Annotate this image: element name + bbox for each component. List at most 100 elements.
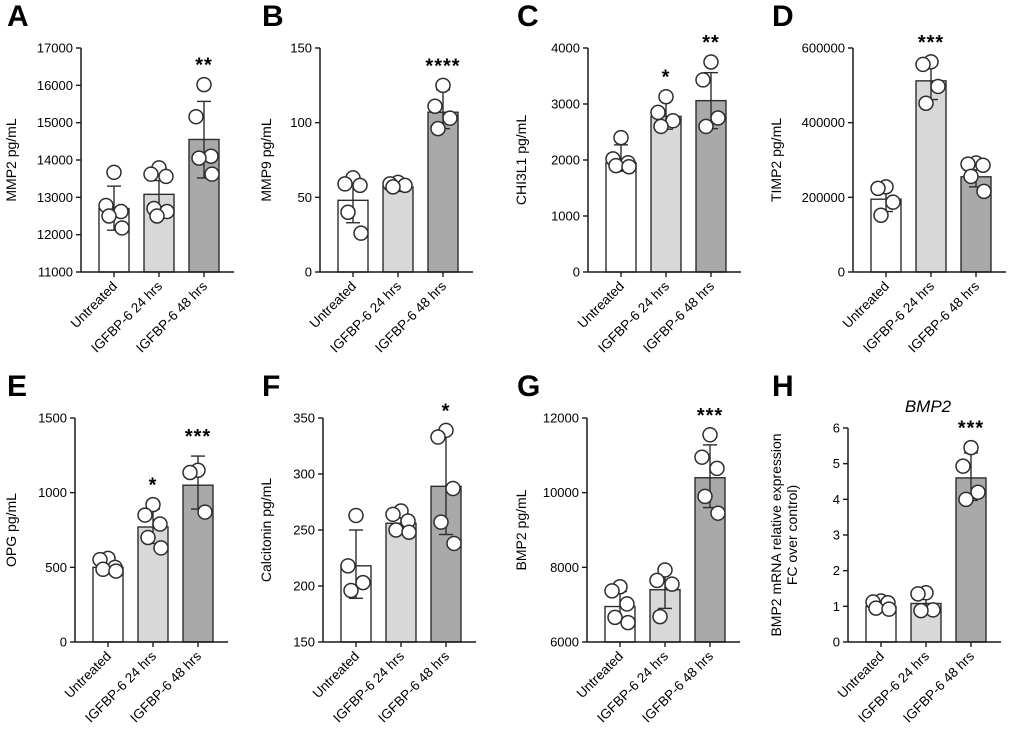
y-tick-label: 4 [833,492,840,507]
data-point [881,601,897,617]
significance-stars: * [662,67,671,89]
y-tick-label: 14000 [37,153,73,168]
chart-svg: Untreated*IGFBP-6 24 hrs**IGFBP-6 48 hrs… [513,32,741,355]
y-tick-label: 16000 [37,78,73,93]
data-point [608,157,624,174]
data-point [870,180,886,197]
bar [955,477,987,643]
panel-e-letter: E [7,370,28,403]
y-tick-label: 150 [290,41,312,56]
data-point [970,484,986,500]
panel-b: B Untreated IGFBP-6 24 hrs **** IGFBP-6 48 … [255,0,510,370]
y-tick-label: 12000 [543,411,579,426]
data-point [913,602,929,619]
panel-g: G Untreated IGFBP-6 24 hrs *** IGFBP-6 48 h… [510,370,765,749]
data-point [619,596,635,612]
data-point [430,429,446,445]
data-point [703,54,719,70]
significance-stars: **** [425,55,460,77]
data-point [963,168,979,185]
data-point [910,586,926,602]
data-point [143,166,159,182]
panel-h-letter: H [772,370,794,403]
panel-title: BMP2 [905,397,952,416]
data-point [694,449,710,465]
data-point [658,88,674,105]
y-axis-label: BMP2 mRNA relative expression [768,433,784,636]
y-tick-label: 0 [833,635,840,650]
significance-stars: * [442,400,451,422]
panel-b-letter: B [262,0,284,33]
bar [915,80,947,273]
data-point [697,488,713,505]
data-point [353,225,369,241]
y-tick-label: 8000 [550,560,579,575]
y-tick-label: 2000 [551,153,580,168]
data-point [868,600,884,616]
data-point [649,572,665,589]
panel-g-letter: G [517,370,541,403]
bar [605,162,637,273]
bar [385,522,417,643]
data-point [915,56,931,73]
y-axis-label: Calcitonin pg/mL [258,478,274,582]
data-point [191,150,207,166]
y-tick-label: 250 [293,523,315,538]
bar [427,111,459,273]
data-point [108,563,124,579]
data-point [650,104,666,121]
data-point [604,583,620,599]
y-tick-label: 50 [298,190,312,205]
data-point [621,158,637,175]
significance-stars: ** [702,32,720,54]
panel-f-letter: F [262,370,281,403]
panel-a: A Untreated IGFBP-6 24 hrs ** IGFBP-6 48 hr… [0,0,255,370]
panel-h: H Untreated IGFBP-6 24 hrs *** IGFBP-6 48 h… [765,370,1020,749]
data-point [702,427,718,443]
data-point [152,516,168,532]
data-point [145,496,161,513]
data-point [140,529,156,546]
data-point [958,491,974,508]
y-tick-label: 400000 [802,115,845,130]
data-point [445,480,461,497]
data-point [158,168,174,185]
data-point [446,535,462,552]
y-tick-label: 300 [293,467,315,482]
panel-a-chart: Untreated IGFBP-6 24 hrs ** IGFBP-6 48 hrs 1… [0,0,255,370]
data-point [710,110,726,126]
bar [382,186,414,273]
y-tick-label: 1000 [38,485,67,500]
data-point [695,72,711,88]
data-point [137,507,153,523]
significance-stars: * [149,475,158,497]
data-point [427,98,443,114]
panel-d-chart: Untreated *** IGFBP-6 24 hrs IGFBP-6 48 hrs… [765,0,1020,370]
y-axis-label: BMP2 pg/mL [513,489,529,570]
y-tick-label: 100 [290,115,312,130]
y-tick-label: 1500 [38,411,67,426]
data-point [652,608,668,625]
y-axis-label: MMP2 pg/mL [3,118,19,201]
data-point [340,558,356,574]
y-tick-label: 3000 [551,97,580,112]
data-point [95,561,111,578]
data-point [698,118,714,135]
data-point [355,574,371,591]
y-tick-label: 6 [833,421,840,436]
data-point [930,78,946,95]
y-axis-label: MMP9 pg/mL [258,118,274,201]
data-point [348,507,364,524]
y-tick-label: 0 [60,635,67,650]
bar [92,566,124,643]
data-point [975,157,991,173]
y-tick-label: 3 [833,528,840,543]
data-point [607,609,623,626]
chart-svg: Untreated*IGFBP-6 24 hrs***IGFBP-6 48 hr… [3,411,228,725]
y-tick-label: 500 [45,560,67,575]
y-tick-label: 11000 [38,265,73,280]
